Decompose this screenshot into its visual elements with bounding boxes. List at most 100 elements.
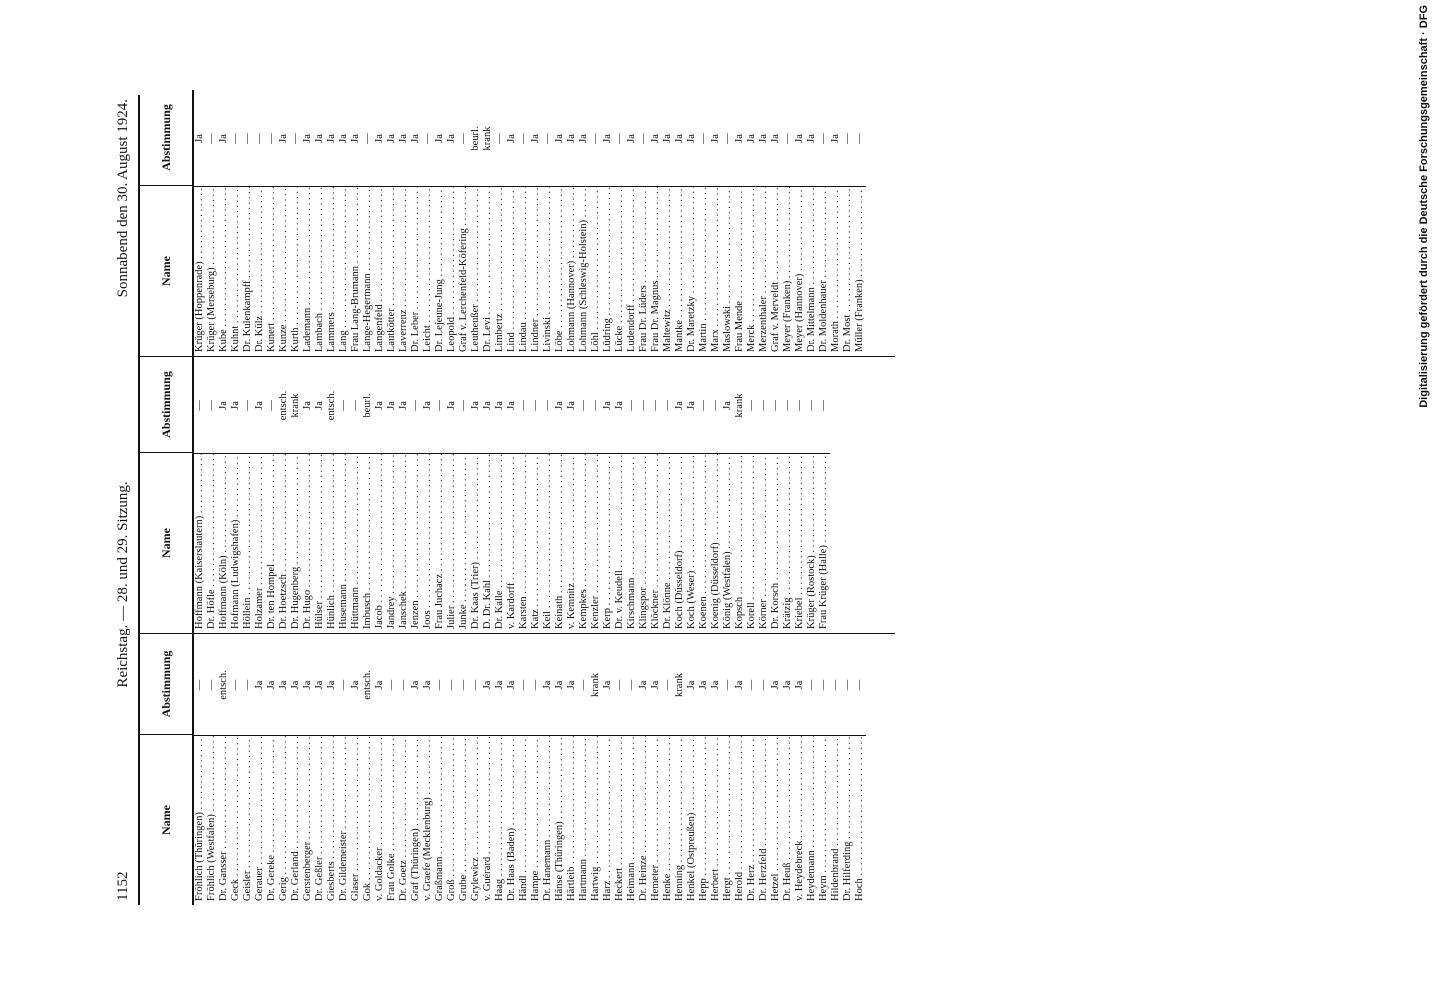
row: Frau Krüger (Halle) — <box>818 357 830 633</box>
member-name: Hemeter <box>650 735 662 905</box>
vote: — <box>830 679 841 691</box>
vote: — <box>842 679 853 691</box>
vote: — <box>422 133 433 144</box>
vote: — <box>854 133 865 144</box>
vote: — <box>518 400 529 411</box>
member-name: Kunert <box>266 186 278 356</box>
row: Gok entsch. <box>362 634 374 905</box>
member-name: Dr. Gildemeister <box>338 735 350 905</box>
vote: Ja <box>782 680 793 690</box>
member-name: Graßmann <box>434 735 446 905</box>
row: Haag Ja <box>494 634 506 905</box>
row: Koenig (Düsseldorf) — <box>710 357 722 633</box>
member-name: Gok <box>362 735 374 905</box>
member-name: Jenzen <box>410 453 422 633</box>
member-name: Dr. Heinze <box>638 735 650 905</box>
member-name: Dr. Mittelmann <box>806 186 818 356</box>
vote: Ja <box>338 134 349 143</box>
vote: Ja <box>302 401 313 410</box>
member-name: Hepp <box>698 735 710 905</box>
member-name: Krätzig <box>782 453 794 633</box>
row: Mantke Ja <box>674 90 686 356</box>
vote: — <box>338 400 349 411</box>
member-name: Kunze <box>278 186 290 356</box>
vote: — <box>590 133 601 144</box>
vote: Ja <box>770 680 781 690</box>
vote: Ja <box>374 134 385 143</box>
row: v. Kardorff Ja <box>506 357 518 633</box>
row: Hüttmann — <box>350 357 362 633</box>
vote: — <box>806 400 817 411</box>
member-name: König (Westfalen) <box>722 453 734 633</box>
vote: Ja <box>278 680 289 690</box>
member-name: Leopold <box>446 186 458 356</box>
member-name: Dr. Most <box>842 186 854 356</box>
member-name: Dr. Höfle <box>206 453 218 633</box>
vote: — <box>494 133 505 144</box>
vote: Ja <box>710 134 721 143</box>
vote: — <box>782 400 793 411</box>
row: Klöckner — <box>650 357 662 633</box>
member-name: v. Graefe (Mecklenburg) <box>422 735 434 905</box>
row: Lange-Hegermann — <box>362 90 374 356</box>
row: Geck — <box>230 634 242 905</box>
row: Graf v. Merveldt Ja <box>770 90 782 356</box>
row: Grube — <box>458 634 470 905</box>
vote: — <box>578 400 589 411</box>
vote: Ja <box>686 680 697 690</box>
vote: — <box>578 679 589 691</box>
member-name: Hülser <box>314 453 326 633</box>
vote: — <box>614 133 625 144</box>
row: Heydemann — <box>806 634 818 905</box>
row: Lammers Ja <box>326 90 338 356</box>
vote: Ja <box>662 134 673 143</box>
vote: Ja <box>578 134 589 143</box>
member-name: Lücke <box>614 186 626 356</box>
member-name: Henkel (Ostpreußen) <box>686 735 698 905</box>
member-name: Dr. Heuß <box>782 735 794 905</box>
member-name: Merzenthaler <box>758 186 770 356</box>
vote: — <box>290 133 301 144</box>
row: Hülser Ja <box>314 357 326 633</box>
member-name: Heckert <box>614 735 626 905</box>
row: Maslowski — <box>722 90 734 356</box>
row: Kopsch krank <box>734 357 746 633</box>
member-name: Dr. Hanemann <box>542 735 554 905</box>
row: Leutheußer beurl. <box>470 90 482 356</box>
row: Koch (Weser) Ja <box>686 357 698 633</box>
member-name: Härtleib <box>566 735 578 905</box>
vote: beurl. <box>470 126 481 151</box>
member-name: Haag <box>494 735 506 905</box>
member-name: Graf (Thüringen) <box>410 735 422 905</box>
member-name: Fröhlich (Thüringen) <box>194 735 206 905</box>
member-name: Hergt <box>722 735 734 905</box>
member-name: Dr. v. Keudell <box>614 453 626 633</box>
member-name: Dr. Moldenhauer <box>818 186 830 356</box>
row: Dr. Levi krank <box>482 90 494 356</box>
member-name: Dr. Maretzky <box>686 186 698 356</box>
row: Gerstenberger Ja <box>302 634 314 905</box>
row: Ludendorff Ja <box>626 90 638 356</box>
row: Dr. Gerland Ja <box>290 634 302 905</box>
row: Lind Ja <box>506 90 518 356</box>
vote: — <box>410 400 421 411</box>
row: Groß — <box>446 634 458 905</box>
vote-header: Abstimmung <box>158 650 173 718</box>
vote: entsch. <box>218 670 229 700</box>
vote: Ja <box>638 680 649 690</box>
member-name: Karsten <box>518 453 530 633</box>
member-name: Lind <box>506 186 518 356</box>
vote: — <box>362 133 373 144</box>
row: Kriebel — <box>794 357 806 633</box>
row: Morath Ja <box>830 90 842 356</box>
member-name: Morath <box>830 186 842 356</box>
row: Lindau — <box>518 90 530 356</box>
row: Lademann Ja <box>302 90 314 356</box>
vote: — <box>242 400 253 411</box>
row: Korell — <box>746 357 758 633</box>
row: Dr. Lejeune-Jung Ja <box>434 90 446 356</box>
member-name: Dr. Levi <box>482 186 494 356</box>
row: Dr. Maretzky Ja <box>686 90 698 356</box>
member-name: Meyer (Hannover) <box>794 186 806 356</box>
member-name: Graf v. Merveldt <box>770 186 782 356</box>
